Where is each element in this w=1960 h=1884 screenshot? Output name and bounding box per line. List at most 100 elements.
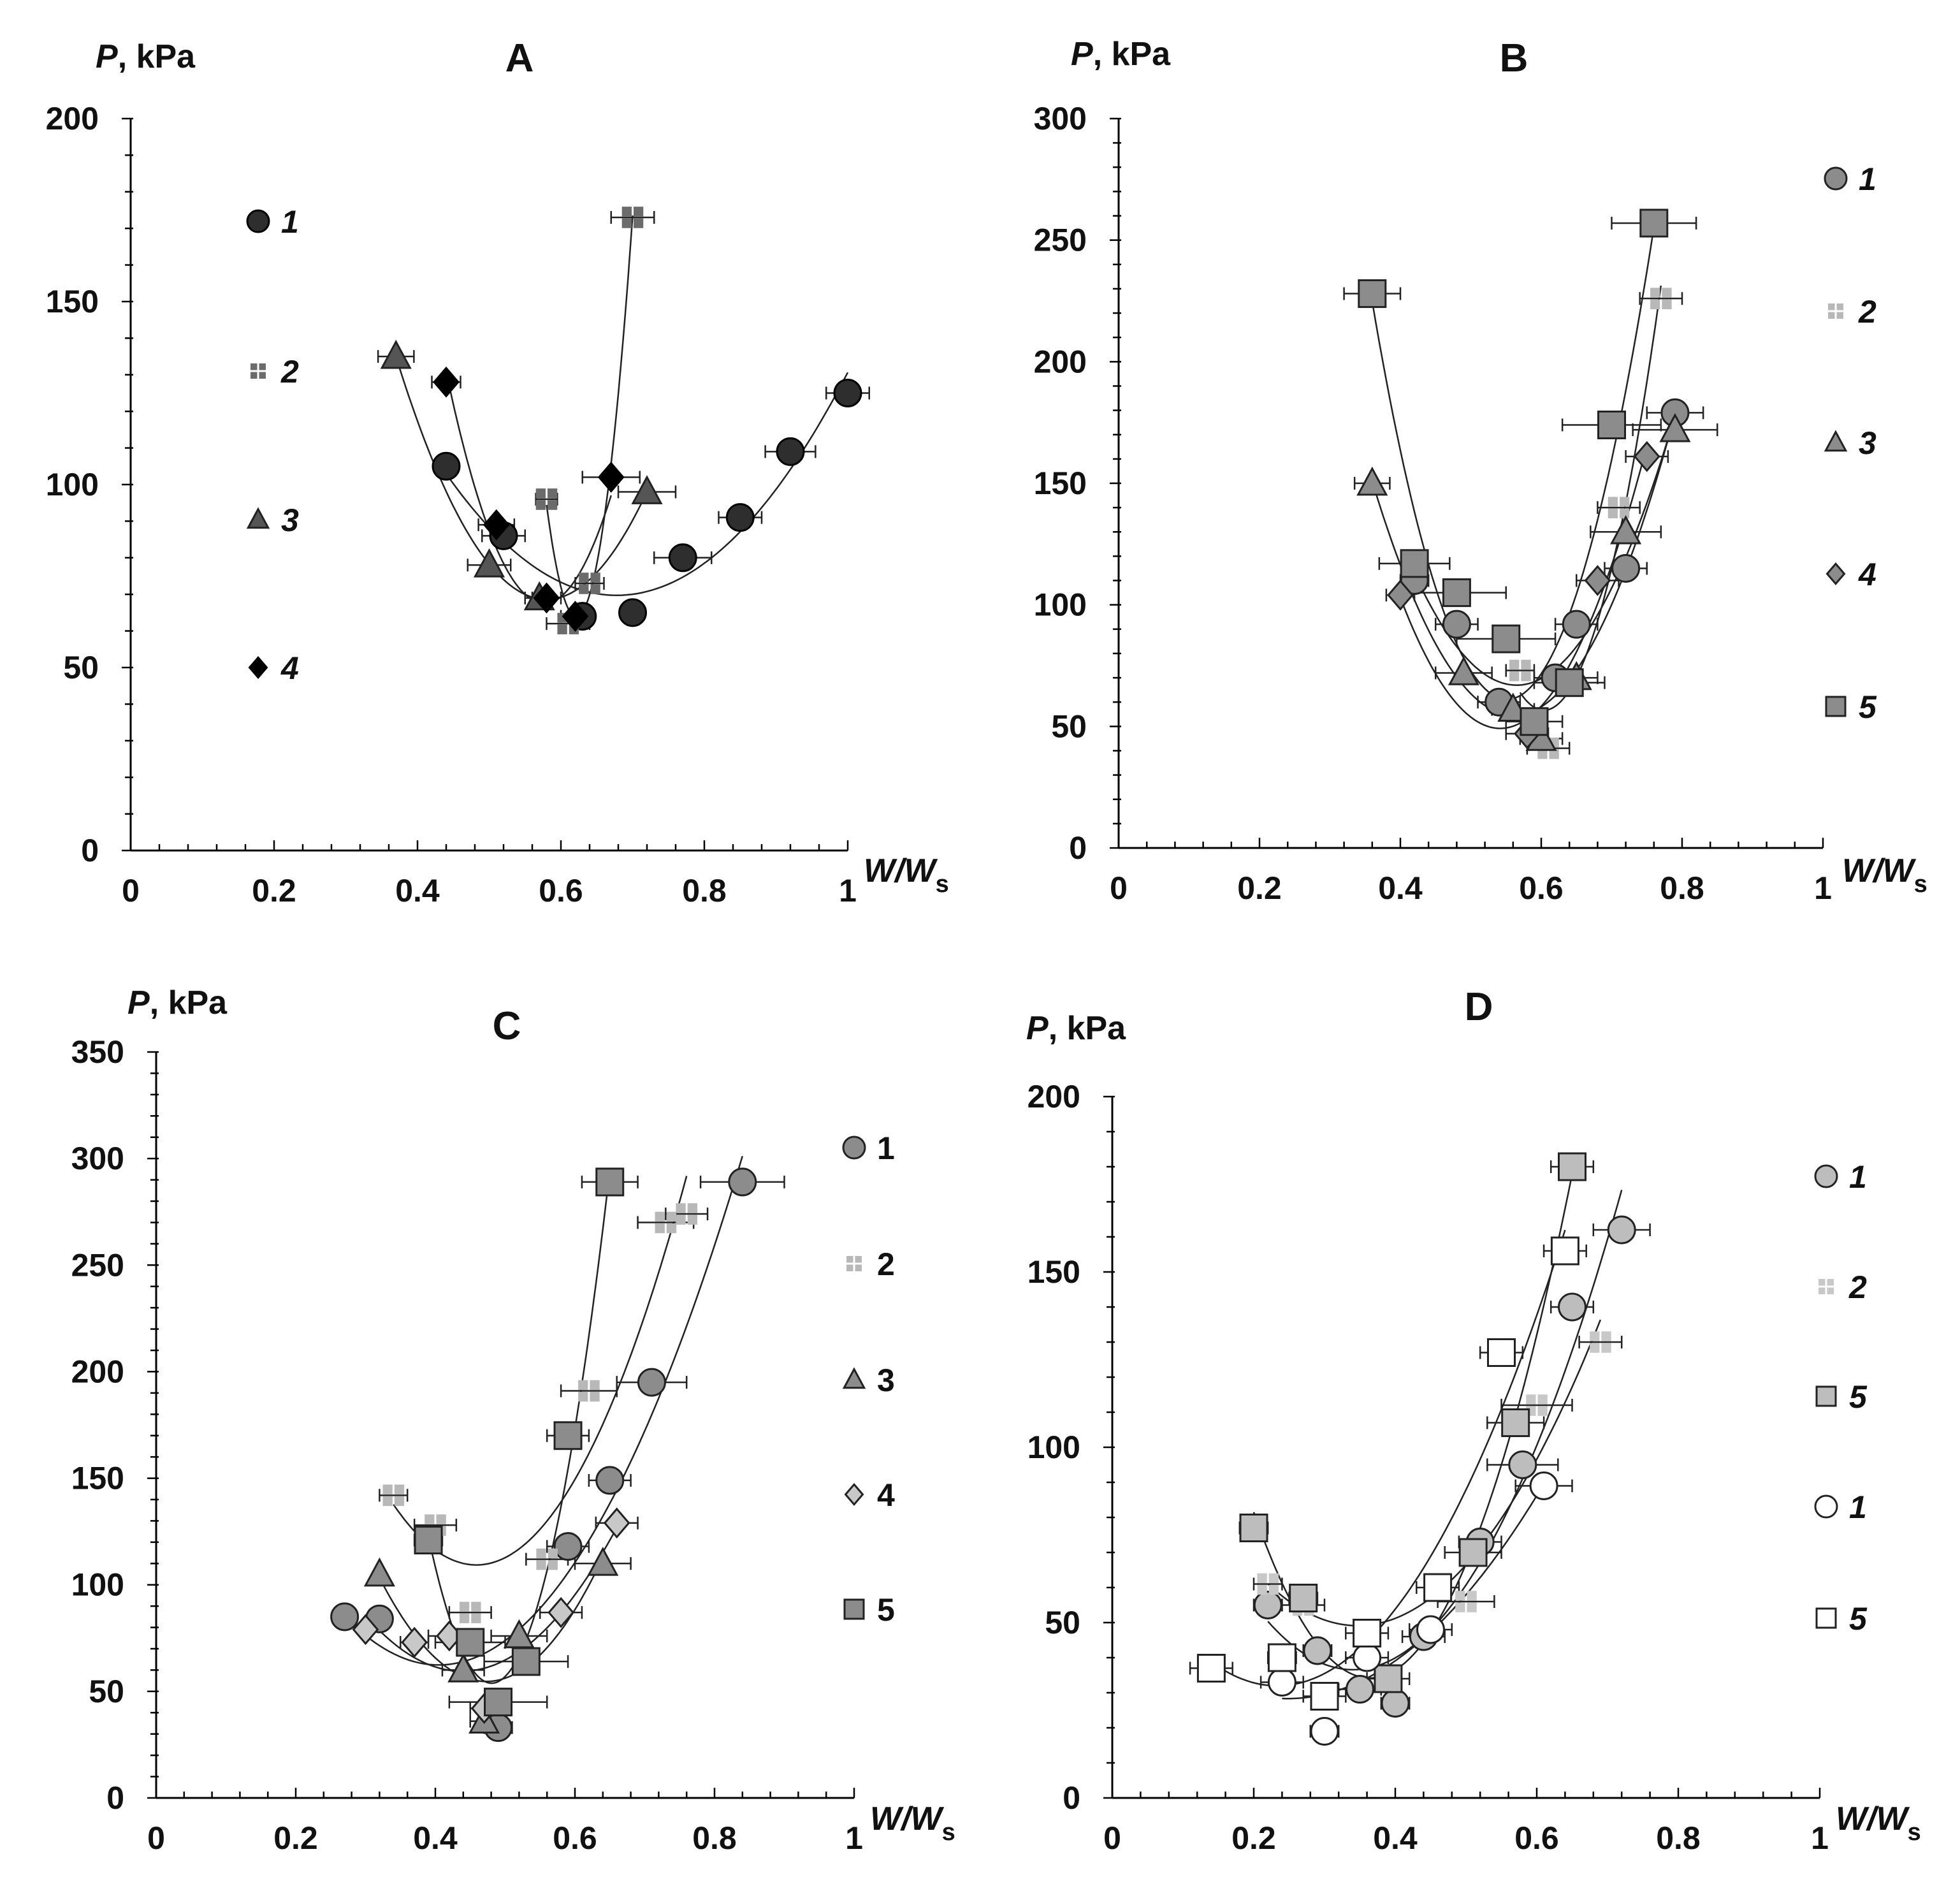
legend-label: 4 <box>280 650 299 686</box>
data-point-series-2 <box>1257 1573 1279 1595</box>
y-tick-label: 200 <box>1027 1079 1080 1114</box>
y-tick-label: 150 <box>71 1461 124 1496</box>
legend-label: 2 <box>1848 1269 1867 1305</box>
legend-item-5: 5 <box>1825 689 1877 725</box>
data-point-series-2 <box>1509 659 1531 682</box>
data-point-series-2 <box>621 207 644 228</box>
x-axis-title: W/Ws <box>864 852 949 898</box>
data-point-series-5 <box>595 1167 625 1197</box>
data-point-series-2 <box>459 1602 481 1623</box>
y-tick-label: 50 <box>1051 708 1087 744</box>
data-point-series-4 <box>548 1596 574 1628</box>
data-point-series-1 <box>1508 1450 1537 1479</box>
legend-label: 3 <box>877 1362 895 1398</box>
data-point-series-5 <box>1458 1538 1488 1567</box>
legend-item-4: 4 <box>248 650 299 686</box>
data-point-series-5 <box>1353 1619 1382 1647</box>
legend-marker-square <box>1825 696 1847 717</box>
x-tick-label: 1 <box>845 1820 863 1856</box>
data-point-series-2 <box>1590 1331 1611 1353</box>
data-point-series-5 <box>1520 707 1549 736</box>
legend-label: 5 <box>877 1592 895 1628</box>
error-bar <box>1639 292 1683 305</box>
legend-marker-plus-square <box>846 1256 862 1271</box>
y-tick-label: 300 <box>1034 101 1087 136</box>
data-point-series-5 <box>1492 624 1521 654</box>
legend-item-5: 5 <box>843 1592 895 1628</box>
fit-curve-series-4 <box>365 1527 618 1672</box>
x-tick-label: 0.2 <box>273 1820 318 1856</box>
data-point-series-1 <box>618 598 647 627</box>
x-tick-label: 0.6 <box>553 1820 597 1856</box>
data-point-series-1 <box>1267 1668 1296 1697</box>
data-point-series-1 <box>668 543 697 573</box>
data-point-series-1 <box>833 379 862 407</box>
legend-marker-diamond <box>844 1482 864 1507</box>
fit-curves <box>1371 226 1676 729</box>
y-tick-label: 350 <box>71 1034 124 1070</box>
data-point-series-4 <box>1387 580 1414 611</box>
panel-b: 0 0.2 0.4 0.6 0.8 1 0 50 100 150 200 250 300 B P, kPa W… <box>1034 36 1927 906</box>
fit-curve-series-4 <box>445 371 612 604</box>
error-bar <box>574 576 605 590</box>
data-point-series-1 <box>1381 1689 1410 1718</box>
x-tick-label: 0.2 <box>1231 1820 1276 1856</box>
x-tick-label: 0 <box>1103 1820 1121 1856</box>
legend-label: 4 <box>877 1477 895 1513</box>
legend-item-3: 5 <box>1815 1379 1868 1415</box>
legend-marker-circle <box>842 1136 866 1160</box>
y-axis-unit: , kPa <box>118 38 196 75</box>
error-bars <box>1189 1160 1651 1738</box>
panel-title: D <box>1465 985 1493 1029</box>
y-axis-symbol: P <box>1071 36 1093 73</box>
legend-item-1: 1 <box>1824 161 1877 197</box>
data-point-series-5 <box>1196 1654 1226 1683</box>
legend-marker-diamond <box>1826 562 1846 586</box>
y-tick-label: 300 <box>71 1141 124 1176</box>
y-tick-label: 100 <box>71 1567 124 1603</box>
legend-item-2: 2 <box>1828 294 1877 330</box>
legend-marker-square <box>1815 1385 1837 1407</box>
y-tick-label: 250 <box>1034 223 1087 258</box>
x-axis-subscript: s <box>936 871 949 898</box>
data-point-series-1 <box>1310 1717 1339 1746</box>
legend-marker-square <box>843 1598 865 1620</box>
y-axis-title: P, kPa <box>1071 36 1171 73</box>
y-tick-label: 150 <box>1027 1254 1080 1290</box>
data-point-series-1 <box>1611 553 1641 583</box>
data-point-series-2 <box>535 488 558 510</box>
legend-label: 1 <box>1849 1159 1867 1195</box>
x-axis-symbol: W/W <box>1836 1800 1910 1837</box>
y-tick-label: 150 <box>1034 465 1087 501</box>
x-tick-label: 0.8 <box>1660 870 1704 906</box>
data-point-series-1 <box>776 437 805 466</box>
legend-marker-plus-square <box>1828 303 1843 319</box>
x-tick-label: 0.6 <box>539 873 583 909</box>
fit-curves <box>395 215 849 618</box>
y-axis-title: P, kPa <box>1026 1010 1126 1047</box>
data-point-series-1 <box>1607 1215 1636 1245</box>
data-point-series-5 <box>1310 1682 1339 1711</box>
fit-curves <box>344 1156 743 1684</box>
error-bar <box>1505 664 1535 677</box>
y-axis-unit: , kPa <box>1049 1010 1126 1047</box>
data-point-series-2 <box>655 1211 677 1234</box>
legend-item-5: 5 <box>1815 1601 1868 1637</box>
data-point-series-1 <box>1346 1675 1374 1704</box>
x-tick-label: 1 <box>1811 1820 1829 1856</box>
x-tick-label: 0.4 <box>1373 1820 1418 1856</box>
data-point-series-5 <box>1550 1236 1579 1266</box>
x-tick-label: 0.4 <box>395 873 440 909</box>
data-point-series-1 <box>432 451 461 481</box>
data-point-series-1 <box>553 1532 583 1561</box>
data-point-series-5 <box>1487 1338 1516 1367</box>
data-point-series-5 <box>1639 208 1669 238</box>
data-point-series-3 <box>380 339 412 369</box>
y-tick-label: 50 <box>89 1674 124 1709</box>
error-bar <box>1252 1577 1283 1591</box>
y-tick-label: 0 <box>106 1780 124 1816</box>
legend-label: 5 <box>1849 1379 1868 1415</box>
data-point-series-3 <box>1448 656 1480 685</box>
